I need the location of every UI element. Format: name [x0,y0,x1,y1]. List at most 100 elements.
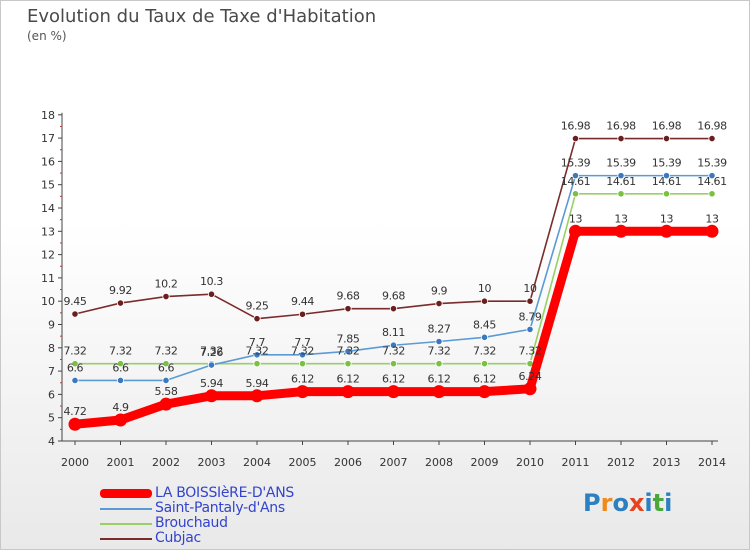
data-point [207,361,216,369]
legend-swatch [100,523,152,525]
data-label: 6.12 [291,373,314,386]
data-label: 9.68 [337,290,360,303]
data-point [298,351,307,359]
data-label: 15.39 [652,157,682,170]
x-tick-label: 2010 [516,456,544,469]
data-label: 9.68 [382,290,405,303]
legend-swatch [100,489,152,498]
data-label: 10.3 [200,275,223,288]
logo-letter: o [612,489,629,517]
data-point [435,360,443,368]
data-point [480,297,489,305]
data-label: 7.85 [337,332,360,345]
legend-swatch [100,508,152,510]
y-tick-label: 6 [48,388,55,401]
data-label: 7.32 [155,345,178,358]
data-point [344,360,352,368]
proxiti-logo: Proxiti [583,489,672,517]
y-tick-label: 13 [41,225,55,238]
data-label: 14.61 [561,175,591,188]
data-point [114,413,127,427]
data-label: 6.12 [473,373,496,386]
x-tick-label: 2013 [653,456,681,469]
data-point [571,172,580,180]
y-tick-label: 4 [48,435,55,448]
data-label: 6.6 [158,361,175,374]
data-point [660,224,673,238]
logo-letter: i [644,489,653,517]
x-tick-label: 2011 [562,456,590,469]
data-label: 7.26 [200,346,223,359]
y-tick-label: 8 [48,342,55,355]
data-point [159,397,173,411]
data-label: 16.98 [652,120,682,133]
data-label: 7.32 [246,345,269,358]
data-label: 7.32 [200,345,223,358]
data-point [435,299,443,308]
y-tick-label: 17 [41,132,55,145]
data-point [708,134,716,143]
data-point [662,134,671,143]
data-label: 14.61 [652,175,682,188]
chart-series [68,134,719,431]
data-point [389,341,398,349]
x-tick-label: 2000 [61,456,89,469]
x-tick-label: 2001 [107,456,135,469]
data-point [705,224,719,238]
data-label: 14.61 [606,175,636,188]
data-label: 7.32 [519,345,542,358]
legend-swatch [100,538,152,540]
x-tick-label: 2005 [289,456,317,469]
data-point [432,385,446,399]
data-label: 15.39 [606,157,636,170]
data-label: 6.12 [428,373,451,386]
legend-label: Cubjac [155,530,201,546]
x-tick-label: 2003 [198,456,226,469]
data-point [480,360,489,368]
data-point [250,389,264,403]
y-tick-label: 7 [48,365,55,378]
data-point [162,360,170,368]
data-label: 4.72 [64,405,87,418]
data-label: 6.12 [382,373,405,386]
data-label: 8.45 [473,318,496,331]
data-point [298,310,307,318]
data-label: 6.6 [67,361,84,374]
data-point [569,224,582,238]
data-point [116,376,125,385]
logo-letter: P [583,489,601,517]
y-tick-label: 5 [48,412,55,425]
data-point [389,305,398,313]
chart-axes: 4 5 6 7 8 9 10 11 12 13 14 15 16 17 18 2000 2001 2002 2003… [41,109,726,469]
data-label: 15.39 [561,157,591,170]
data-label: 15.39 [697,157,727,170]
y-tick-label: 11 [41,272,55,285]
data-label: 16.98 [697,120,727,133]
x-tick-label: 2012 [607,456,635,469]
data-point [344,347,352,355]
data-point [341,385,355,399]
y-tick-label: 15 [41,179,55,192]
data-point [344,305,352,313]
data-label: 9.92 [109,284,132,297]
legend-label: LA BOISSIèRE-D'ANS [155,485,294,501]
data-label: 5.94 [200,377,223,390]
data-point [526,325,534,333]
data-point [207,290,216,298]
y-tick-label: 14 [41,202,55,215]
data-label: 13 [705,212,719,225]
data-label: 10 [523,282,537,295]
legend-item-brouchaud: Brouchaud [100,515,360,531]
logo-letter: r [600,489,613,517]
x-tick-label: 2004 [243,456,271,469]
legend-item-la-boissiere: LA BOISSIèRE-D'ANS [100,485,360,501]
data-point [617,134,625,143]
legend-label: Brouchaud [155,515,228,531]
data-point [71,360,79,368]
data-label: 5.94 [246,377,269,390]
data-point [614,224,628,238]
data-point [523,382,537,396]
data-point [298,360,307,368]
data-label: 9.25 [246,300,269,313]
